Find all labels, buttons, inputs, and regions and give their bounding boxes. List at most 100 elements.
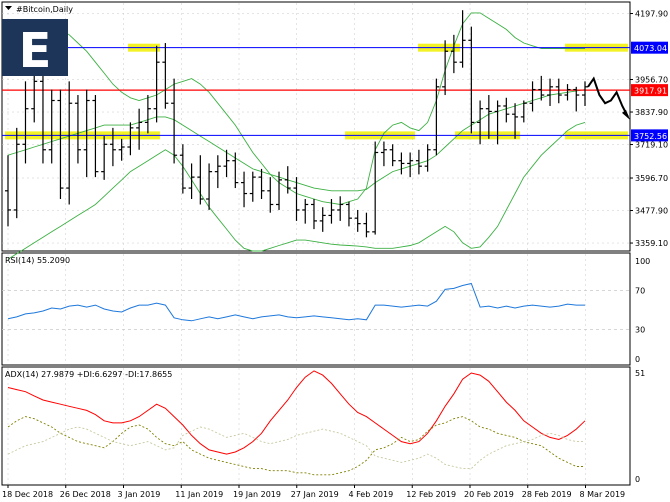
ohlc-bar [494,100,501,145]
ohlc-bar [547,78,554,106]
ohlc-bar [415,149,422,175]
ohlc-bar [48,89,55,164]
rsi-pane-frame [1,252,631,366]
ohlc-bar [503,97,510,123]
rsi-tick-label: 30 [635,326,645,335]
ohlc-bar [302,199,309,224]
y-tick-label: 4197.90 [635,10,668,19]
y-tick-label: 3719.10 [635,141,668,150]
x-tick-label: 26 Dec 2018 [60,490,111,499]
price-level-tag [631,129,668,142]
rsi-tick-label: 0 [635,355,640,364]
ohlc-bar [424,144,431,172]
ohlc-bar [249,171,256,202]
x-tick-label: 19 Jan 2019 [233,490,281,499]
ohlc-bar [389,144,396,167]
ohlc-bar [538,75,545,101]
y-tick-label: 3837.90 [635,108,668,117]
forecast-arrowhead [622,109,630,120]
ohlc-bar [162,43,169,109]
ohlc-bar [407,152,414,178]
ohlc-bar [74,95,81,164]
ohlc-bar [520,100,527,123]
ohlc-bar [241,171,248,208]
adx-tick-label: 0 [635,475,640,484]
ohlc-bar [267,177,274,213]
x-tick-label: 28 Feb 2019 [522,490,572,499]
adx-line [7,370,586,455]
title-dropdown-icon[interactable] [5,6,12,10]
ohlc-bar [276,171,283,210]
ohlc-bar [354,209,361,232]
logo-glyph: E [19,23,52,79]
ohlc-bar [319,207,326,232]
rsi-title: RSI(14) 55.2090 [5,256,70,265]
ohlc-bar [223,149,230,178]
chart-title: #Bitcoin,Daily [16,5,73,14]
forecast-path [587,76,629,118]
ohlc-bar [232,152,239,189]
price-level-tag-text: 4073.04 [634,44,667,53]
plus-di-line [7,416,585,476]
ohlc-bar [258,168,265,200]
ohlc-bar [512,103,519,139]
ohlc-bar [345,201,352,227]
ohlc-bar [13,127,20,219]
x-tick-label: 20 Feb 2019 [464,490,514,499]
x-tick-label: 8 Mar 2019 [580,490,626,499]
adx-title: ADX(14) 27.9879 +DI:6.6297 -DI:17.8655 [5,370,172,379]
ohlc-bar [179,144,186,194]
price-level-tag-text: 3917.91 [634,87,667,96]
ohlc-bar [206,163,213,210]
ohlc-bar [197,155,204,205]
ohlc-bar [144,95,151,134]
ohlc-bar [136,108,143,150]
ohlc-bar [372,141,379,235]
ohlc-bar [118,138,125,161]
ohlc-bar [66,81,73,205]
ohlc-bar [328,199,335,224]
ohlc-bar [564,84,571,101]
ohlc-bar [22,81,29,164]
y-tick-label: 3596.70 [635,174,668,183]
ohlc-bar [398,152,405,175]
ohlc-bar [83,89,90,178]
ohlc-bar [153,45,160,123]
ohlc-bar [57,89,64,200]
ohlc-bar [363,212,370,238]
rsi-tick-label: 70 [635,286,645,295]
y-tick-label: 3359.10 [635,239,668,248]
brand-logo: E [2,19,68,79]
ohlc-bar [582,81,588,106]
ohlc-bar [442,40,449,96]
ohlc-bar [171,78,178,164]
x-tick-label: 3 Jan 2019 [118,490,161,499]
ohlc-bar [92,95,99,178]
ohlc-bar [468,26,475,134]
ohlc-bar [380,141,387,167]
ohlc-bar [109,127,116,167]
price-level-tag [631,41,668,54]
price-level-tag [631,84,668,97]
ohlc-bar [450,34,457,74]
ohlc-bar [529,81,536,112]
x-tick-label: 18 Dec 2018 [2,490,53,499]
ohlc-bar [310,199,317,230]
ohlc-bar [573,86,580,112]
bollinger-lower-line [7,121,586,260]
ohlc-bar [101,136,108,180]
logo-box [2,19,68,76]
ohlc-bar [337,196,344,221]
rsi-tick-label: 100 [635,257,650,266]
x-tick-label: 11 Jan 2019 [175,490,223,499]
adx-pane-frame [1,366,631,486]
y-tick-label: 3956.70 [635,76,668,85]
ohlc-bar [188,163,195,200]
ohlc-bar [459,10,466,68]
x-tick-label: 27 Jan 2019 [291,490,339,499]
x-tick-label: 12 Feb 2019 [406,490,456,499]
rsi-line [7,282,585,322]
ohlc-bar [293,177,300,221]
ohlc-bar [127,122,134,156]
